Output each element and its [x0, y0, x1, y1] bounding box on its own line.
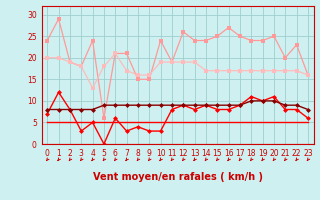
X-axis label: Vent moyen/en rafales ( km/h ): Vent moyen/en rafales ( km/h )	[92, 172, 263, 182]
